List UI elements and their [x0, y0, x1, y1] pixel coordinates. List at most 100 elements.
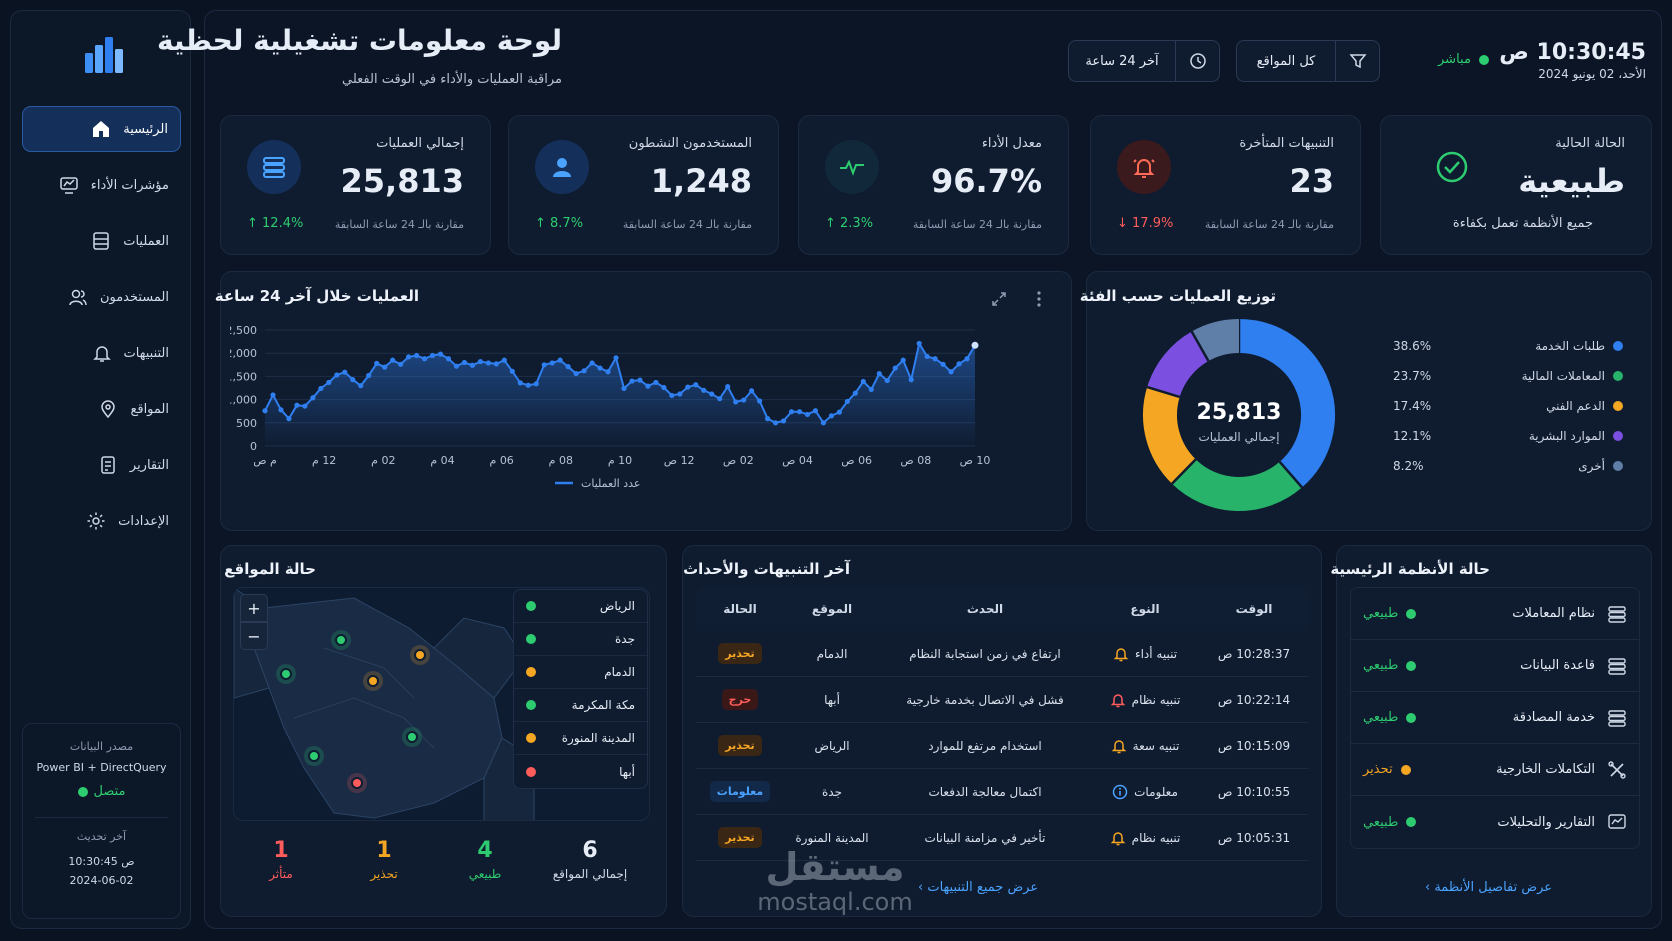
x-tick-label: 08 ص — [900, 454, 931, 467]
line-point — [469, 362, 476, 368]
sidebar-item-home[interactable]: الرئيسية — [22, 106, 181, 152]
system-status: طبيعي — [1363, 606, 1417, 621]
system-row[interactable]: خدمة المصادقة طبيعي — [1351, 692, 1639, 744]
table-row[interactable]: 10:22:14 ص تنبيه نظام فشل في الاتصال بخدمة… — [696, 677, 1308, 723]
y-tick-label: 500 — [236, 417, 257, 430]
kpi-card-active-users: المستخدمون النشطون 1,248 مقارنة بالـ 24 … — [508, 115, 779, 255]
sidebar-item-locations[interactable]: المواقع — [22, 386, 181, 432]
site-row[interactable]: جدة — [514, 623, 647, 656]
system-status-label: تحذير — [1363, 762, 1393, 777]
kpi-change: ↑ 12.4% — [247, 216, 304, 231]
alerts-table-body: 10:28:37 ص تنبيه أداء ارتفاع في زمن استجاب… — [696, 631, 1308, 861]
site-stat: 1 متأثر — [236, 838, 326, 881]
data-source-label: مصدر البيانات — [69, 740, 134, 753]
kpi-card-total-operations: إجمالي العمليات 25,813 مقارنة بالـ 24 سا… — [220, 115, 491, 255]
expand-icon[interactable] — [990, 290, 1008, 308]
map-pin[interactable] — [331, 630, 351, 650]
line-point — [948, 369, 954, 375]
last-update-date: 2024-06-02 — [69, 874, 134, 887]
map-pin[interactable] — [402, 727, 422, 747]
legend-value: 8.2% — [1393, 459, 1424, 473]
map-pin[interactable] — [410, 645, 430, 665]
logo-icon — [85, 37, 123, 73]
alert-status: معلومات — [696, 781, 784, 802]
table-row[interactable]: 10:15:09 ص تنبيه سعة استخدام مرتفع للموارد… — [696, 723, 1308, 769]
sidebar-item-label: التقارير — [129, 457, 169, 473]
system-row[interactable]: التكاملات الخارجية تحذير — [1351, 744, 1639, 796]
sidebar-item-users[interactable]: المستخدمون — [22, 274, 181, 320]
view-all-alerts-link[interactable]: عرض جميع التنبيهات › — [918, 880, 1039, 895]
live-indicator: مباشر — [1438, 52, 1489, 67]
x-tick-label: م ص — [253, 454, 277, 467]
integrations-icon — [1608, 760, 1626, 779]
system-row[interactable]: نظام المعاملات طبيعي — [1351, 588, 1639, 640]
alert-time: 10:15:09 ص — [1217, 738, 1291, 753]
category-donut-chart: 25,813 إجمالي العمليات — [1143, 319, 1335, 511]
page-subtitle: مراقبة العمليات والأداء في الوقت الفعلي — [342, 72, 562, 87]
map-pin[interactable] — [363, 671, 383, 691]
donut-slice — [1238, 319, 1335, 488]
table-row[interactable]: 10:10:55 ص معلومات اكتمال معالجة الدفعات جد… — [696, 769, 1308, 815]
server-icon — [1608, 709, 1626, 727]
site-row[interactable]: الدمام — [514, 656, 647, 689]
sidebar-item-settings[interactable]: الإعدادات — [22, 498, 181, 544]
more-options-icon[interactable] — [1030, 290, 1048, 308]
map-pin[interactable] — [304, 746, 324, 766]
connection-status: متصل — [23, 784, 180, 799]
last-update-time: 10:30:45 ص — [68, 855, 135, 868]
line-point — [294, 402, 300, 408]
site-filter-button[interactable]: كل المواقع — [1236, 40, 1380, 82]
data-source-value: Power BI + DirectQuery — [36, 761, 167, 774]
site-row[interactable]: أبها — [514, 755, 647, 788]
alert-type: تنبيه أداء — [1090, 646, 1200, 662]
last-update-label: آخر تحديث — [76, 830, 127, 843]
line-point — [621, 385, 627, 392]
systems-list: نظام المعاملات طبيعي قاعدة البيانات طبيعي خد… — [1350, 587, 1640, 849]
site-row[interactable]: الرياض — [514, 590, 647, 623]
line-point — [525, 382, 531, 388]
sidebar-item-label: المستخدمون — [99, 289, 169, 305]
status-badge: تحذير — [718, 643, 762, 664]
line-point — [956, 361, 962, 367]
system-status: طبيعي — [1363, 815, 1417, 830]
legend-dot-icon — [1613, 371, 1623, 381]
site-row[interactable]: مكة المكرمة — [514, 689, 647, 722]
donut-panel-title: توزيع العمليات حسب الفئة — [1079, 287, 1276, 305]
line-point — [398, 361, 404, 367]
sidebar-item-reports[interactable]: التقارير — [22, 442, 181, 488]
table-row[interactable]: 10:05:31 ص تنبيه نظام تأخير في مزامنة البي… — [696, 815, 1308, 861]
line-point — [828, 413, 835, 419]
bell-icon — [92, 346, 111, 362]
time-filter-label: آخر 24 ساعة — [1085, 53, 1159, 69]
system-row[interactable]: قاعدة البيانات طبيعي — [1351, 640, 1639, 692]
table-row[interactable]: 10:28:37 ص تنبيه أداء ارتفاع في زمن استجاب… — [696, 631, 1308, 677]
view-system-details-link[interactable]: عرض تفاصيل الأنظمة › — [1425, 880, 1552, 895]
line-point — [964, 356, 970, 362]
kpi-compare: مقارنة بالـ 24 ساعة السابقة — [622, 218, 752, 231]
sidebar-item-alerts[interactable]: التنبيهات — [22, 330, 181, 376]
system-name: خدمة المصادقة — [1512, 710, 1595, 725]
system-name: قاعدة البيانات — [1520, 658, 1595, 673]
zoom-in-button[interactable]: + — [240, 594, 268, 622]
sidebar-item-operations[interactable]: العمليات — [22, 218, 181, 264]
map-pin[interactable] — [347, 773, 367, 793]
time-filter-button[interactable]: آخر 24 ساعة — [1068, 40, 1220, 82]
zoom-out-button[interactable]: − — [240, 622, 268, 650]
alert-event: استخدام مرتفع للموارد — [928, 738, 1042, 753]
sidebar-item-kpi[interactable]: مؤشرات الأداء — [22, 162, 181, 208]
site-name: الدمام — [604, 665, 635, 679]
site-row[interactable]: المدينة المنورة — [514, 722, 647, 755]
filter-icon — [1335, 41, 1379, 81]
status-badge: معلومات — [709, 781, 771, 802]
system-row[interactable]: التقارير والتحليلات طبيعي — [1351, 796, 1639, 848]
legend-dot-icon — [1613, 461, 1623, 471]
site-status-dot-icon — [526, 700, 536, 710]
kpi-icon — [59, 177, 78, 194]
watermark-ar: مستقل — [766, 845, 905, 889]
line-point — [421, 356, 428, 362]
line-point — [390, 357, 396, 363]
map-pin[interactable] — [276, 664, 296, 684]
x-tick-label: 12 م — [312, 454, 336, 467]
alert-site: الدمام — [816, 646, 848, 661]
systems-panel-title: حالة الأنظمة الرئيسية — [1330, 560, 1490, 578]
